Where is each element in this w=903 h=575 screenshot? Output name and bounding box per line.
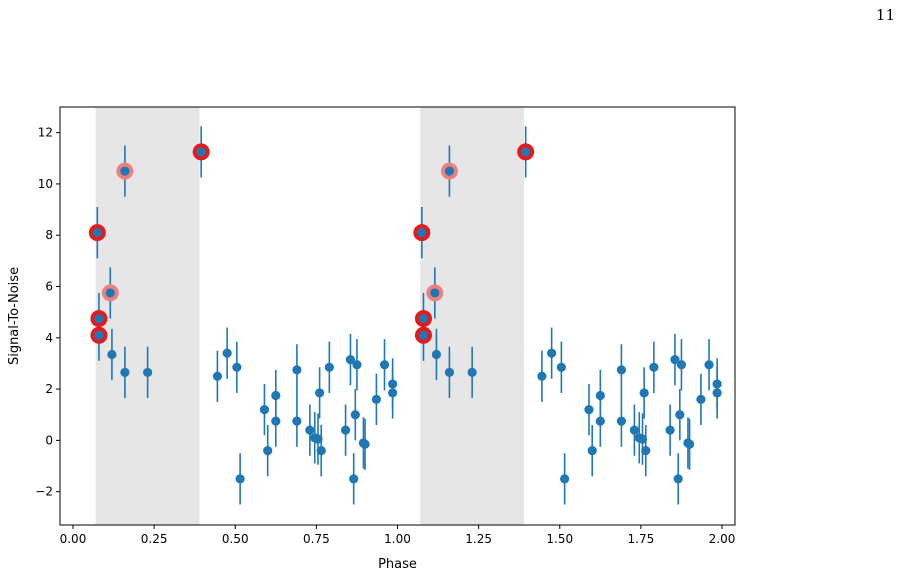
- data-point: [349, 474, 359, 484]
- data-point: [704, 360, 714, 370]
- data-point: [259, 405, 270, 415]
- data-point: [584, 405, 594, 415]
- data-point: [670, 354, 680, 365]
- data-point: [665, 425, 675, 435]
- x-tick-label: 1.00: [384, 532, 411, 546]
- data-point: [431, 349, 442, 360]
- data-point: [92, 228, 102, 238]
- data-point: [212, 371, 222, 381]
- x-tick-label: 0.25: [141, 532, 168, 546]
- y-tick-label: 12: [38, 126, 53, 140]
- x-tick-label: 1.25: [465, 532, 492, 546]
- data-point: [105, 288, 115, 298]
- page-number: 11: [875, 6, 895, 24]
- data-point: [712, 388, 722, 398]
- data-point: [222, 348, 232, 358]
- y-tick-label: −2: [35, 485, 53, 499]
- data-point: [305, 425, 315, 435]
- data-point: [637, 434, 648, 444]
- data-point: [684, 439, 695, 449]
- shaded-region: [95, 107, 200, 525]
- data-point: [107, 349, 117, 360]
- data-point: [345, 354, 356, 365]
- y-axis-ticks: −2 0 2 4 6 8 10 12: [35, 126, 60, 499]
- data-point: [196, 147, 206, 157]
- data-point: [292, 416, 302, 426]
- data-point: [271, 390, 281, 401]
- data-point: [641, 446, 651, 456]
- data-point: [120, 166, 130, 176]
- x-axis-label: Phase: [378, 557, 417, 572]
- data-point: [616, 416, 627, 426]
- data-point: [143, 367, 153, 378]
- data-point: [444, 367, 455, 378]
- data-points: [92, 147, 722, 484]
- data-point: [547, 348, 557, 358]
- x-tick-label: 2.00: [709, 532, 736, 546]
- data-point: [324, 362, 334, 372]
- data-point: [430, 288, 440, 298]
- data-point: [120, 367, 130, 378]
- data-point: [616, 365, 627, 375]
- data-point: [94, 313, 104, 324]
- data-point: [629, 425, 639, 435]
- data-point: [595, 416, 605, 426]
- data-point: [595, 390, 605, 401]
- y-tick-label: 6: [45, 280, 53, 294]
- data-point: [587, 446, 597, 456]
- data-point: [271, 416, 281, 426]
- data-point: [315, 388, 325, 398]
- data-point: [556, 362, 566, 372]
- data-point: [316, 446, 326, 456]
- data-point: [467, 367, 477, 378]
- data-point: [537, 371, 547, 381]
- shaded-region: [420, 107, 525, 525]
- data-point: [639, 388, 649, 398]
- data-point: [418, 313, 429, 324]
- data-point: [350, 410, 360, 420]
- y-tick-label: 10: [38, 177, 53, 191]
- data-point: [388, 388, 398, 398]
- data-point: [388, 379, 398, 389]
- data-point: [712, 379, 722, 389]
- data-point: [696, 394, 706, 404]
- data-point: [673, 474, 683, 484]
- data-point: [263, 446, 273, 456]
- x-tick-label: 1.75: [628, 532, 655, 546]
- x-tick-label: 0.75: [303, 532, 330, 546]
- data-point: [379, 360, 390, 370]
- y-tick-label: 2: [45, 382, 53, 396]
- data-point: [560, 474, 570, 484]
- data-point: [340, 425, 351, 435]
- data-point: [371, 394, 382, 404]
- data-point: [444, 166, 455, 176]
- data-point: [418, 330, 429, 340]
- data-point: [360, 439, 370, 449]
- data-point: [235, 474, 245, 484]
- data-point: [521, 147, 531, 157]
- data-point: [417, 228, 427, 238]
- data-point: [94, 330, 104, 340]
- y-tick-label: 8: [45, 228, 53, 242]
- y-tick-label: 0: [45, 433, 53, 447]
- x-tick-label: 0.50: [222, 532, 249, 546]
- data-point: [675, 410, 685, 420]
- data-point: [313, 434, 323, 444]
- y-axis-label: Signal-To-Noise: [7, 267, 22, 365]
- data-point: [676, 360, 687, 370]
- data-point: [352, 360, 362, 370]
- data-point: [292, 365, 302, 375]
- y-tick-label: 4: [45, 331, 53, 345]
- data-point: [649, 362, 659, 372]
- data-point: [232, 362, 242, 372]
- x-tick-label: 1.50: [546, 532, 573, 546]
- shaded-regions: [95, 107, 525, 525]
- x-tick-label: 0.00: [60, 532, 87, 546]
- x-axis-ticks: 0.00 0.25 0.50 0.75 1.00 1.25 1.50 1.75 2.00: [60, 525, 736, 546]
